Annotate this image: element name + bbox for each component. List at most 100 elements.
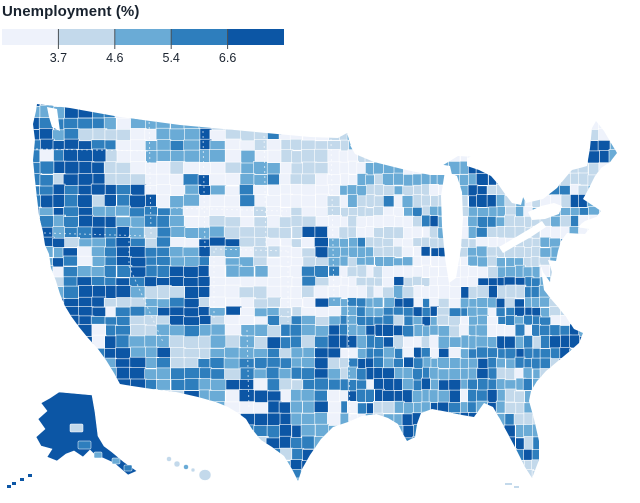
county-cell	[579, 297, 591, 309]
county-cell	[579, 315, 590, 327]
county-cell	[430, 478, 441, 481]
mainland-counties	[33, 104, 628, 481]
county-cell	[570, 356, 581, 369]
alaska-borough-patch	[69, 423, 84, 433]
county-cell	[448, 423, 461, 438]
county-cell	[130, 324, 147, 337]
county-cell	[524, 161, 534, 175]
county-cell	[588, 265, 601, 279]
county-cell	[569, 307, 581, 318]
county-cell	[428, 226, 439, 239]
county-cell	[254, 323, 270, 337]
county-cell	[610, 184, 617, 197]
county-cell	[348, 104, 360, 109]
county-cell	[77, 324, 94, 337]
county-cell	[169, 246, 185, 258]
county-cell	[579, 335, 590, 350]
county-cell	[468, 412, 479, 427]
county-cell	[156, 335, 171, 349]
county-cell	[578, 436, 590, 451]
county-cell	[33, 117, 41, 130]
county-cell	[587, 247, 601, 259]
county-cell	[447, 104, 461, 107]
county-cell	[560, 265, 572, 279]
county-cell	[420, 173, 431, 186]
county-cell	[569, 390, 581, 405]
county-cell	[364, 448, 375, 461]
county-cell	[577, 194, 589, 208]
county-cell	[402, 104, 415, 108]
county-cell	[130, 346, 147, 359]
county-cell	[486, 389, 498, 403]
county-cell	[313, 436, 329, 450]
county-cell	[225, 424, 242, 439]
county-cell	[301, 104, 317, 119]
county-cell	[487, 470, 499, 481]
county-cell	[252, 104, 268, 119]
county-cell	[597, 285, 611, 300]
county-cell	[430, 129, 441, 142]
county-cell	[339, 412, 350, 427]
county-cell	[279, 478, 292, 481]
county-cell	[33, 173, 43, 186]
county-cell	[224, 435, 242, 450]
county-cell	[129, 194, 146, 209]
great-lakes	[47, 107, 562, 283]
county-cell	[208, 104, 226, 109]
county-cell	[550, 315, 563, 326]
county-cell	[539, 437, 552, 451]
county-cell	[619, 266, 628, 278]
county-cell	[599, 357, 613, 370]
county-cell	[52, 194, 66, 208]
county-cell	[115, 184, 132, 196]
county-cell	[383, 139, 397, 152]
county-cell	[531, 357, 541, 370]
county-cell	[365, 104, 375, 108]
county-cell	[92, 216, 107, 229]
alaska-inset	[7, 391, 138, 488]
county-cell	[382, 185, 396, 197]
county-cell	[224, 104, 242, 119]
county-cell	[569, 449, 581, 462]
state-border-line	[330, 138, 335, 303]
county-cell	[103, 117, 117, 130]
county-cell	[487, 347, 498, 360]
county-cell	[487, 478, 499, 481]
county-cell	[129, 226, 146, 240]
county-cell	[578, 149, 590, 164]
county-cell	[532, 400, 543, 414]
county-cell	[239, 236, 255, 248]
county-cell	[326, 106, 341, 120]
county-cell	[64, 237, 80, 248]
county-cell	[40, 138, 55, 151]
county-cell	[569, 323, 581, 337]
county-cell	[476, 105, 490, 119]
county-cell	[210, 184, 227, 197]
county-cell	[569, 265, 580, 278]
county-cell	[437, 335, 451, 350]
county-cell	[458, 448, 469, 461]
county-cell	[33, 367, 42, 381]
state-border-line	[246, 329, 250, 411]
county-cell	[393, 449, 404, 463]
county-cell	[539, 390, 552, 404]
county-cell	[63, 305, 80, 317]
county-cell	[291, 104, 305, 108]
county-cell	[223, 118, 241, 131]
county-cell	[209, 334, 227, 349]
county-cell	[129, 413, 147, 427]
county-cell	[522, 104, 533, 108]
county-cell	[338, 226, 349, 240]
county-cell	[40, 297, 55, 309]
county-cell	[437, 389, 451, 404]
county-cell	[609, 227, 617, 240]
county-cell	[420, 129, 431, 142]
county-cell	[356, 128, 368, 141]
county-cell	[459, 425, 470, 440]
county-cell	[76, 226, 93, 240]
county-cell	[540, 413, 552, 428]
county-cell	[393, 458, 404, 471]
legend: Unemployment (%) 3.7 4.6 5.4 6.6	[2, 3, 302, 70]
county-cell	[278, 401, 292, 415]
county-cell	[514, 323, 526, 337]
